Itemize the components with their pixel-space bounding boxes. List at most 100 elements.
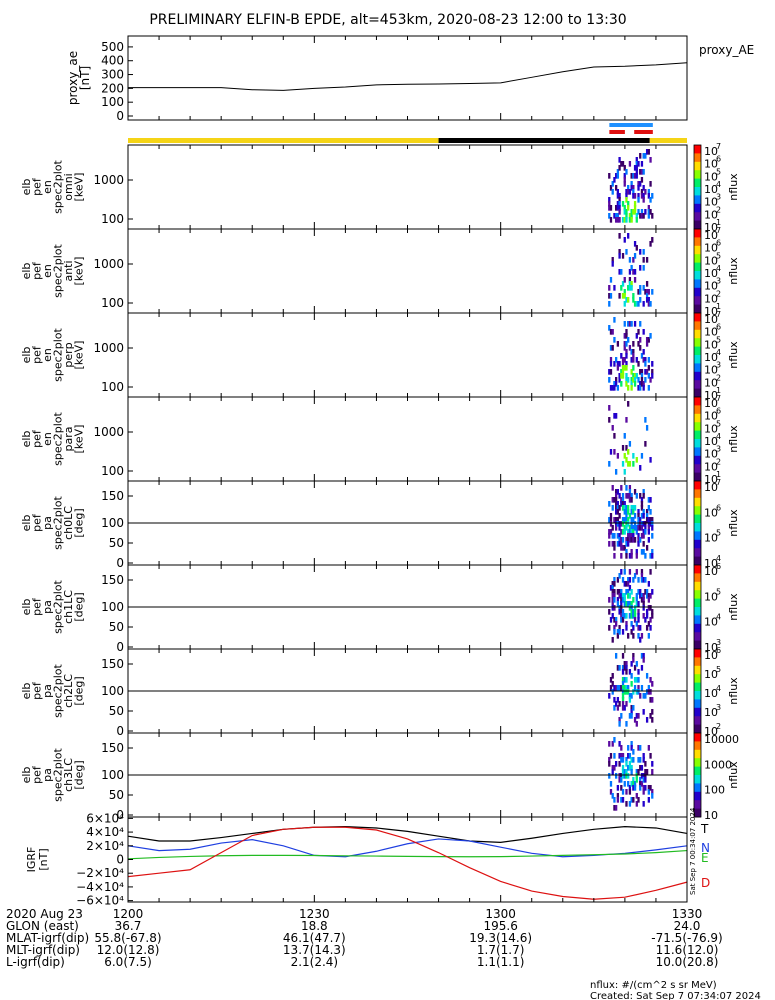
colorbar-swatch	[694, 182, 701, 186]
spectrogram-panel: 150100500elbpefpaspec2plotch2LC[deg]1061…	[20, 646, 740, 738]
spectrogram-cell	[613, 285, 616, 291]
spectrogram-cell	[620, 745, 623, 751]
spectrogram-cell	[639, 249, 642, 255]
y-axis-label-line: ch2LC	[62, 674, 75, 708]
spectrogram-cell	[625, 445, 628, 451]
spectrogram-cell	[630, 681, 633, 687]
colorbar-swatch	[694, 733, 701, 736]
y-axis-label-line: pef	[31, 765, 44, 784]
spectrogram-cell	[633, 665, 637, 671]
spectrogram-cell	[645, 673, 649, 679]
spectrogram-cell	[616, 533, 620, 539]
y-axis-label-line: spec2plot	[52, 328, 65, 382]
spectrogram-cell	[611, 769, 614, 775]
colorbar-swatch	[694, 604, 701, 608]
spectrogram-cell	[630, 213, 633, 219]
panels: 5004003002001000proxy_ae[nT]proxy_AE1000…	[20, 35, 754, 908]
spectrogram-cell	[628, 217, 632, 223]
y-tick-label: 50	[109, 536, 124, 550]
spectrogram-cell	[628, 601, 632, 607]
y-axis-label-line: [keV]	[73, 425, 86, 454]
colorbar-tick-label: 10	[704, 725, 718, 738]
spectrogram-cell	[616, 697, 620, 703]
spectrogram-cell	[630, 741, 633, 747]
colorbar-swatch	[694, 481, 701, 484]
colorbar-swatch	[694, 405, 701, 408]
colorbar-swatch	[694, 670, 701, 673]
spectrogram-cell	[621, 617, 625, 623]
spectrogram-cell	[645, 625, 649, 631]
colorbar-swatch	[694, 743, 701, 747]
spectrogram-cell	[647, 745, 650, 751]
spectrogram-cell	[608, 501, 611, 507]
spectrogram-cell	[640, 653, 644, 659]
spectrogram-cell	[635, 593, 638, 599]
spectrogram-cell	[623, 501, 626, 507]
spectrogram-cell	[632, 785, 635, 791]
spectrogram-cell	[639, 369, 642, 375]
y-axis-label-line: [deg]	[73, 676, 86, 705]
spectrogram-cell	[630, 377, 633, 383]
colorbar-swatch	[694, 283, 701, 287]
colorbar-swatch	[694, 384, 701, 387]
y-axis-label-line: [keV]	[73, 257, 86, 286]
spectrogram-cell	[623, 365, 626, 371]
colorbar-swatch	[694, 426, 701, 429]
y-axis-label-line: proxy_ae	[66, 51, 80, 105]
spectrogram-cell	[618, 513, 621, 519]
spectrogram-cell	[623, 773, 626, 779]
y-axis-label-line: spec2plot	[52, 244, 65, 298]
spectrogram-cell	[632, 257, 635, 263]
spectrogram-cell	[621, 201, 625, 207]
colorbar-swatch	[694, 168, 701, 171]
colorbar-swatch	[694, 241, 701, 245]
spectrogram-cell	[649, 301, 652, 307]
spectrogram-cell	[625, 361, 628, 367]
spectrogram-cell	[628, 257, 632, 263]
spectrogram-cell	[630, 549, 633, 555]
spectrogram-cell	[647, 633, 650, 639]
spectrogram-cell	[637, 181, 640, 187]
colorbar-swatch	[694, 525, 701, 528]
spectrogram-cell	[630, 497, 633, 503]
spectrogram-cell	[627, 537, 630, 543]
spectrogram-cell	[645, 341, 649, 347]
spectrogram-cell	[625, 349, 628, 355]
spectrogram-cell	[623, 205, 626, 211]
spectrogram-cell	[618, 701, 621, 707]
spectrogram-cell	[613, 337, 616, 343]
spectrogram-cell	[639, 337, 642, 343]
colorbar-swatch	[694, 308, 701, 312]
spectrogram-cell	[635, 721, 638, 727]
spectrogram-cell	[644, 361, 647, 367]
colorbar-swatch	[694, 350, 701, 354]
y-tick-label: 0	[116, 640, 124, 654]
spectrogram-cell	[627, 233, 630, 239]
spectrogram-cell	[609, 521, 613, 527]
colorbar-swatch	[694, 495, 701, 499]
spectrogram-cell	[637, 677, 640, 683]
spectrogram-cell	[651, 373, 654, 379]
colorbar-swatch	[694, 399, 701, 402]
colorbar-swatch	[694, 649, 701, 652]
spectrogram-cell	[632, 597, 635, 603]
spectrogram-cell	[623, 665, 626, 671]
spectrogram-cell	[621, 293, 625, 299]
spectrogram-cell	[623, 545, 626, 551]
spectrogram-cell	[618, 293, 621, 299]
series-legend-label: D	[701, 876, 710, 890]
spectrogram-cell	[651, 717, 654, 723]
colorbar-swatch	[694, 791, 701, 795]
y-tick-label: 100	[101, 212, 124, 226]
colorbar-swatch	[694, 487, 701, 490]
spectrogram-cell	[614, 469, 618, 475]
spectrogram-cell	[632, 373, 635, 379]
colorbar-swatch	[694, 697, 701, 700]
colorbar-swatch	[694, 422, 701, 425]
spectrogram-cell	[628, 213, 632, 219]
colorbar-swatch	[694, 172, 701, 175]
colorbar-tick-exponent: 4	[716, 684, 721, 693]
spectrogram-cell	[632, 349, 635, 355]
colorbar-swatch	[694, 535, 701, 539]
colorbar-swatch	[694, 682, 701, 686]
